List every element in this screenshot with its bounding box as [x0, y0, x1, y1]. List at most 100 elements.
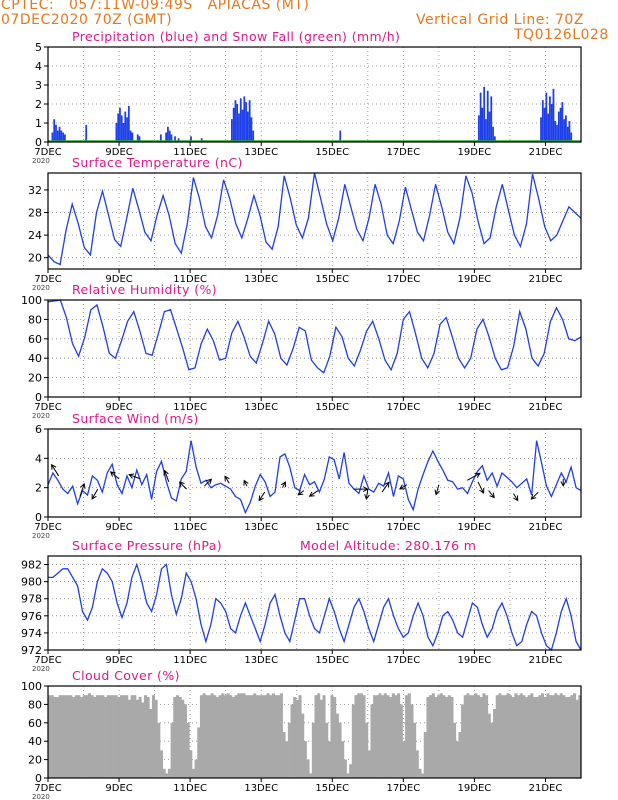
cloud-bar [306, 759, 310, 778]
x-year-label: 2020 [32, 412, 50, 420]
wind-arrow [531, 491, 539, 500]
wind-arrow-head [91, 493, 97, 500]
wind-arrow-head [128, 473, 135, 479]
precip-bar [540, 117, 542, 142]
panel-title: Relative Humidity (%) [72, 282, 217, 297]
cloud-bar [330, 695, 334, 778]
precip-bar [246, 111, 249, 142]
y-tick-label: 2 [35, 98, 42, 111]
cloud-bar [210, 693, 214, 778]
x-year-label: 2020 [32, 284, 50, 292]
cloud-bar [175, 695, 179, 778]
wind-arrow-head [178, 481, 185, 488]
cloud-bar [535, 697, 539, 778]
wind-arrow-head [384, 481, 390, 488]
precip-bar [549, 96, 551, 142]
wind-arrow-head [308, 491, 315, 497]
cloud-bar [277, 695, 281, 778]
cloud-bar [413, 722, 417, 778]
precip-bar [477, 115, 480, 142]
precip-bar [550, 104, 553, 142]
wind-arrow [164, 470, 170, 482]
precip-bar [131, 132, 134, 142]
precip-bar [177, 138, 180, 142]
cloud-bar [239, 693, 243, 778]
precip-bar [248, 100, 251, 142]
cloud-bar [485, 695, 489, 778]
cloud-bar [567, 697, 571, 778]
cloud-bar [407, 693, 411, 778]
cloud-bar [119, 695, 124, 778]
x-tick-label: 7DEC [34, 147, 61, 158]
panel-1: 0 1 2 3 4 5 7DEC 9DEC 11DEC 13DEC 15DEC 17DEC 19DEC 2… [32, 29, 582, 165]
cloud-bar [226, 693, 230, 778]
wind-arrow-head [398, 484, 405, 490]
cloud-bar [322, 695, 326, 778]
cloud-bar [103, 697, 108, 778]
y-tick-label: 976 [21, 610, 42, 623]
cloud-bar [61, 695, 65, 778]
cloud-bar [242, 693, 246, 778]
cloud-bar [549, 695, 553, 778]
precip-bar [120, 115, 123, 142]
cloud-bar [141, 702, 145, 778]
cloud-bar [48, 695, 52, 778]
series-line [48, 562, 582, 652]
x-tick-label: 15DEC [315, 522, 349, 533]
cloud-bar [218, 695, 222, 778]
cloud-bar [573, 693, 577, 778]
precip-bar [53, 119, 56, 142]
cloud-bar [125, 695, 129, 778]
cloud-bar [229, 695, 233, 778]
cloud-bar [74, 695, 78, 778]
x-tick-label: 11DEC [173, 274, 207, 285]
wind-arrow-head [80, 482, 86, 489]
cloud-bar [58, 695, 62, 778]
cloud-bar [247, 695, 251, 778]
wind-arrow [203, 478, 212, 487]
wind-arrow-head [297, 490, 304, 496]
cloud-bar [285, 741, 289, 778]
cloud-bar [359, 693, 363, 778]
wind-arrow [224, 476, 230, 484]
cloud-bar [437, 695, 441, 778]
cloud-bar [130, 695, 134, 778]
cloud-bar [138, 697, 142, 778]
cloud-bar [159, 750, 163, 778]
wind-arrow [243, 480, 248, 487]
cloud-bar [381, 695, 385, 778]
cloud-bar [69, 695, 73, 778]
precip-bar [481, 107, 484, 142]
cloud-bar [151, 695, 155, 778]
precip-bar [554, 121, 557, 142]
cloud-bar [365, 722, 369, 778]
cloud-bar [551, 695, 555, 778]
precip-bar [124, 111, 127, 142]
cloud-bar [415, 750, 419, 778]
cloud-bar [55, 697, 60, 778]
cloud-bar [93, 697, 97, 778]
y-tick-label: 6 [35, 423, 42, 436]
precip-bar [127, 105, 130, 142]
x-tick-label: 9DEC [105, 783, 132, 794]
x-tick-label: 17DEC [386, 522, 420, 533]
cloud-bar [87, 693, 92, 778]
cloud-bar [79, 697, 84, 778]
cloud-bar [495, 695, 499, 778]
wind-arrow-head [280, 481, 287, 488]
precip-bar [570, 132, 573, 142]
cloud-bar [357, 693, 361, 778]
y-tick-label: 4 [35, 60, 42, 73]
x-tick-label: 17DEC [386, 783, 420, 794]
cloud-bar [149, 709, 153, 778]
x-tick-label: 11DEC [173, 783, 207, 794]
precip-bar [190, 136, 192, 142]
cloud-bar [341, 741, 345, 778]
cloud-bar [423, 732, 427, 778]
wind-arrow [513, 493, 519, 501]
precip-bar [170, 134, 173, 142]
wind-arrow [179, 481, 187, 490]
cloud-bar [471, 695, 475, 778]
panel-6: 0 20 40 60 80 100 7DEC 9DEC 11DEC 13DEC 15DEC 17DEC… [21, 668, 582, 800]
precip-bar [250, 117, 253, 142]
